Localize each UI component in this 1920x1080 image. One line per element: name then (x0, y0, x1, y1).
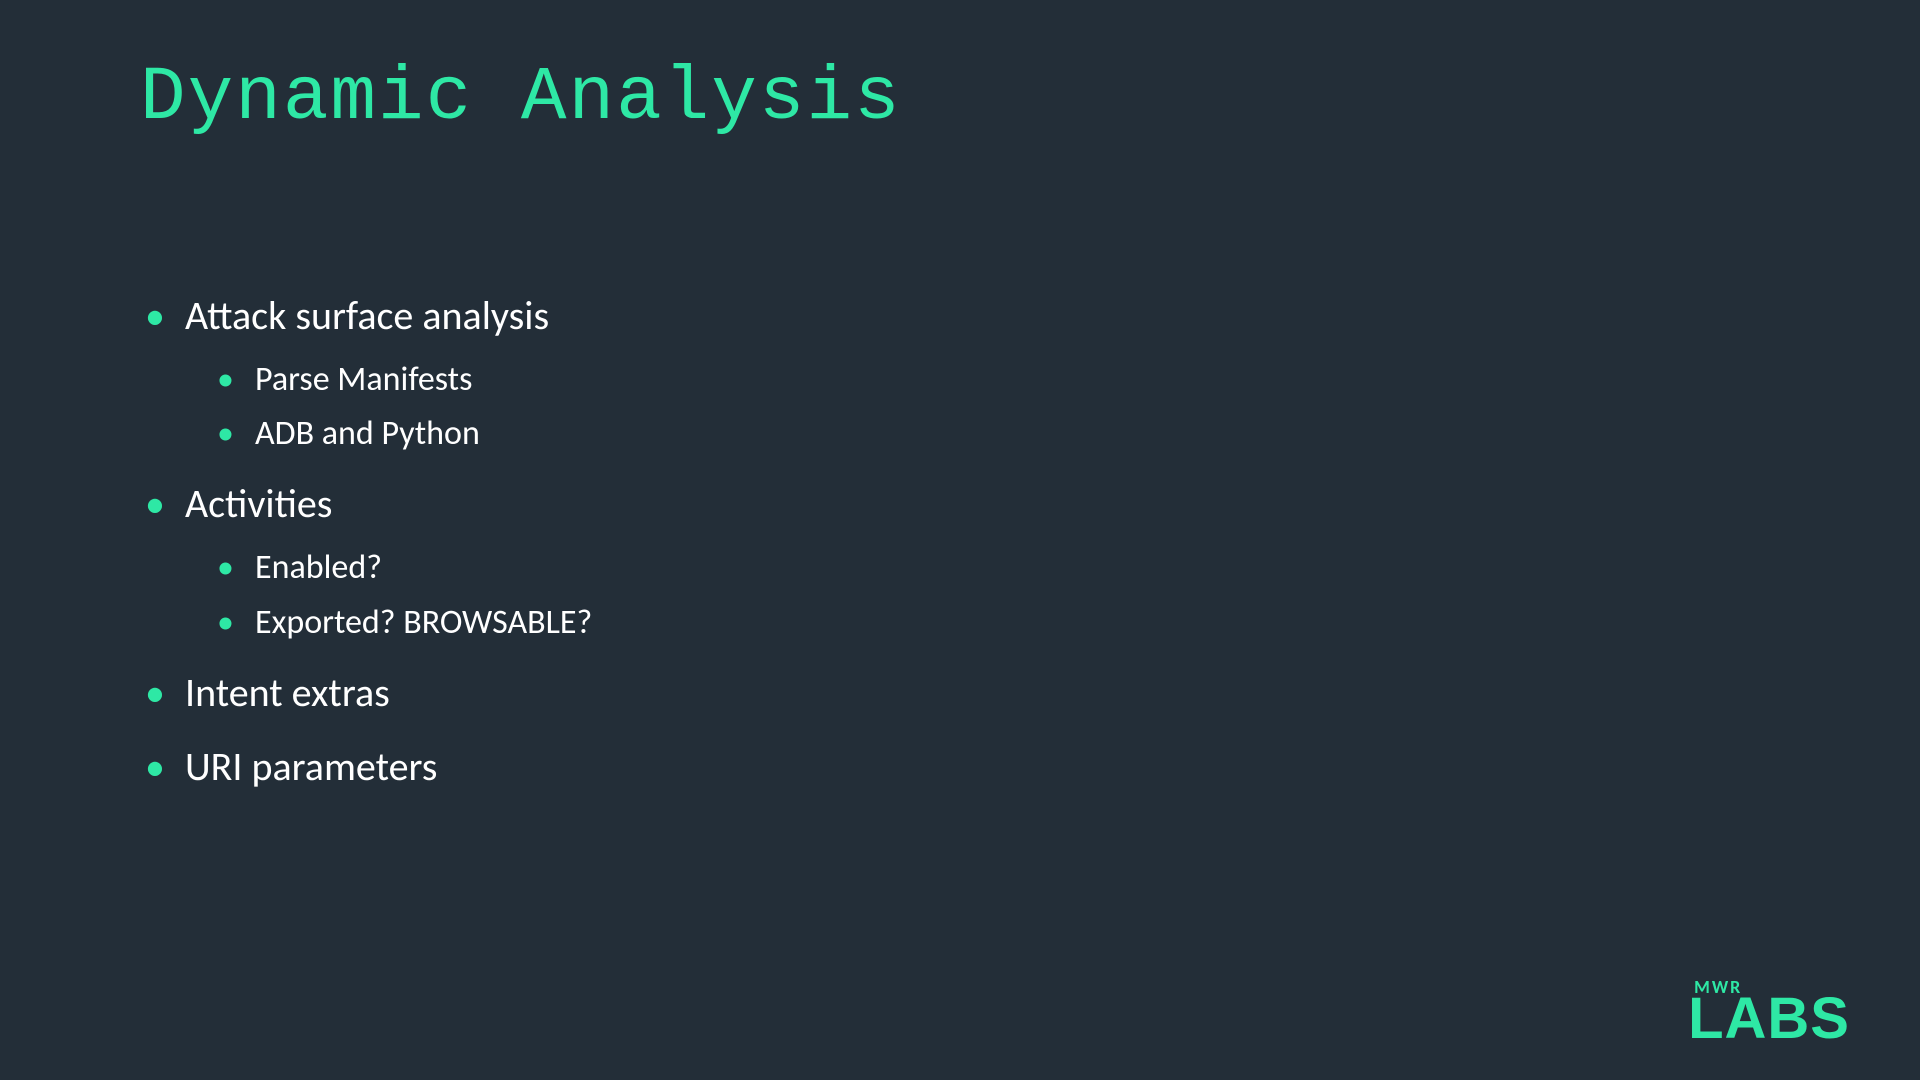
bullet-sub: Enabled? (145, 546, 592, 590)
bullet-sub: ADB and Python (145, 412, 592, 456)
bullet-section: Intent extras (145, 667, 592, 719)
bullet-sub: Exported? BROWSABLE? (145, 601, 592, 645)
slide-content: Attack surface analysis Parse Manifests … (145, 290, 592, 815)
bullet-list: Attack surface analysis Parse Manifests … (145, 290, 592, 793)
bullet-main: URI parameters (145, 741, 592, 793)
bullet-sub: Parse Manifests (145, 358, 592, 402)
bullet-main: Attack surface analysis (145, 290, 592, 342)
bullet-section: Attack surface analysis Parse Manifests … (145, 290, 592, 456)
logo-main-text: LABS (1688, 990, 1850, 1048)
bullet-main: Intent extras (145, 667, 592, 719)
bullet-main: Activities (145, 478, 592, 530)
slide-title: Dynamic Analysis (140, 55, 902, 141)
bullet-section: Activities Enabled? Exported? BROWSABLE? (145, 478, 592, 644)
bullet-section: URI parameters (145, 741, 592, 793)
mwr-labs-logo: MWR LABS (1688, 976, 1850, 1048)
